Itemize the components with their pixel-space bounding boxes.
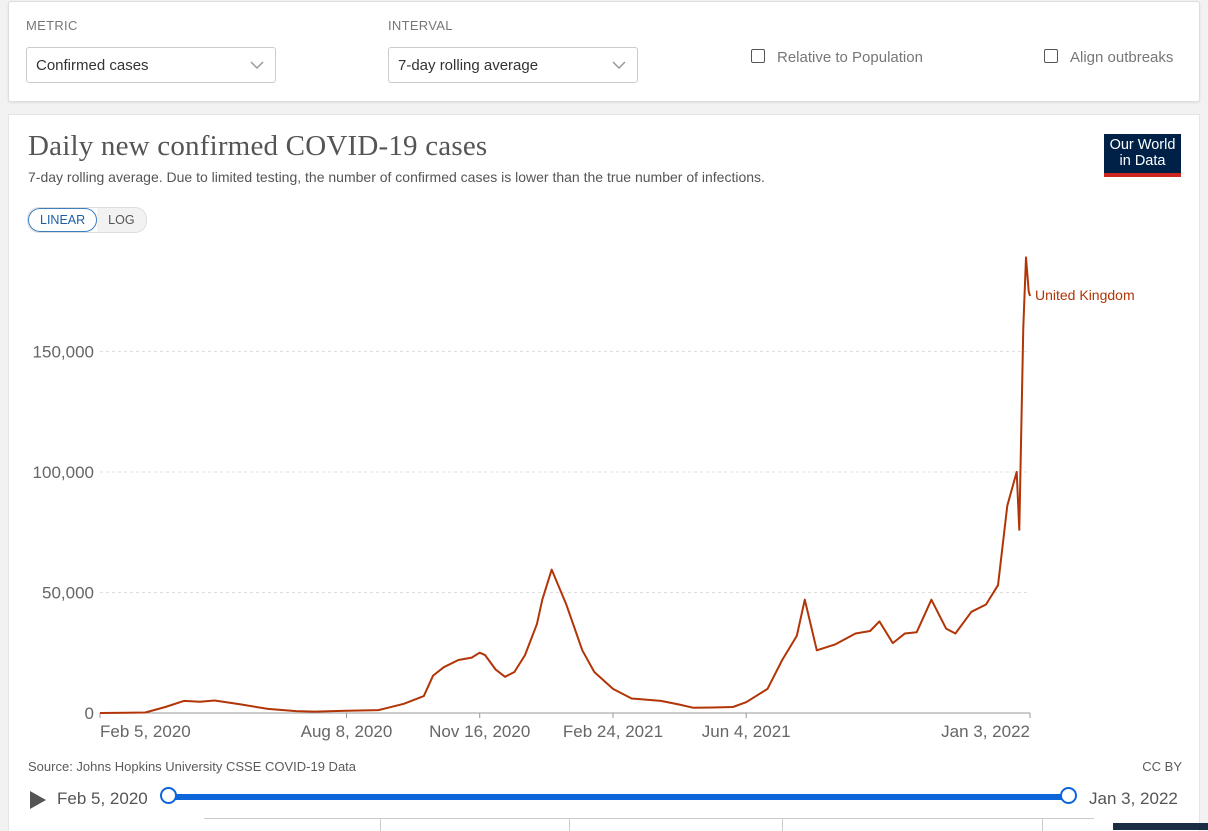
relative-to-population-label: Relative to Population — [777, 49, 923, 66]
chart-card: Daily new confirmed COVID-19 cases 7-day… — [8, 114, 1200, 831]
checkbox-box[interactable] — [751, 48, 765, 63]
x-tick-label: Feb 24, 2021 — [563, 722, 663, 741]
checkbox-box[interactable] — [1044, 48, 1058, 63]
tab-strip — [204, 818, 1094, 831]
timeline-end-handle[interactable] — [1060, 787, 1077, 804]
chart-subtitle: 7-day rolling average. Due to limited te… — [28, 169, 765, 185]
chart-title: Daily new confirmed COVID-19 cases — [28, 130, 488, 162]
scale-toggle: LINEAR LOG — [27, 207, 147, 233]
tab-divider — [782, 819, 783, 831]
align-outbreaks-label: Align outbreaks — [1070, 49, 1174, 66]
y-tick-label: 50,000 — [42, 583, 94, 602]
play-icon[interactable] — [30, 791, 46, 809]
line-chart: 0 50,000 100,000 150,000 Feb 5, 2020 Aug 8, 2… — [33, 256, 1135, 741]
timeline-start-label: Feb 5, 2020 — [57, 789, 148, 808]
relative-to-population-checkbox[interactable]: Relative to Population — [751, 48, 923, 66]
series-line — [99, 256, 1031, 714]
y-tick-label: 0 — [85, 704, 94, 723]
x-tick-label: Aug 8, 2020 — [301, 722, 393, 741]
owid-logo[interactable]: Our World in Data — [1104, 134, 1181, 177]
chevron-down-icon — [250, 61, 264, 70]
interval-select[interactable]: 7-day rolling average — [388, 47, 638, 83]
x-tick-label: Jan 3, 2022 — [941, 722, 1030, 741]
active-tab[interactable] — [1113, 823, 1208, 830]
tab-divider — [1042, 819, 1043, 831]
x-tick-label: Jun 4, 2021 — [702, 722, 791, 741]
logo-line-1: Our World — [1109, 137, 1176, 153]
source-note[interactable]: Source: Johns Hopkins University CSSE CO… — [28, 759, 357, 774]
timeline-start-handle[interactable] — [160, 787, 177, 804]
logo-line-2: in Data — [1119, 153, 1166, 169]
x-tick-label: Feb 5, 2020 — [100, 722, 191, 741]
tab-divider — [380, 819, 381, 831]
x-tick-label: Nov 16, 2020 — [429, 722, 530, 741]
timeline-track[interactable] — [169, 794, 1069, 800]
scale-linear-button[interactable]: LINEAR — [28, 208, 98, 232]
metric-label: METRIC — [26, 18, 78, 33]
scale-log-button[interactable]: LOG — [97, 208, 146, 232]
license-label[interactable]: CC BY — [1142, 759, 1182, 774]
controls-panel: METRIC Confirmed cases INTERVAL 7-day ro… — [8, 1, 1200, 102]
y-tick-label: 150,000 — [33, 342, 94, 361]
interval-select-value: 7-day rolling average — [398, 57, 539, 74]
series-label: United Kingdom — [1035, 287, 1135, 303]
timeline-end-label: Jan 3, 2022 — [1089, 789, 1178, 808]
interval-label: INTERVAL — [388, 18, 453, 33]
tab-divider — [569, 819, 570, 831]
align-outbreaks-checkbox[interactable]: Align outbreaks — [1044, 48, 1174, 66]
chevron-down-icon — [612, 61, 626, 70]
metric-select-value: Confirmed cases — [36, 57, 149, 74]
metric-select[interactable]: Confirmed cases — [26, 47, 276, 83]
y-tick-label: 100,000 — [33, 463, 94, 482]
